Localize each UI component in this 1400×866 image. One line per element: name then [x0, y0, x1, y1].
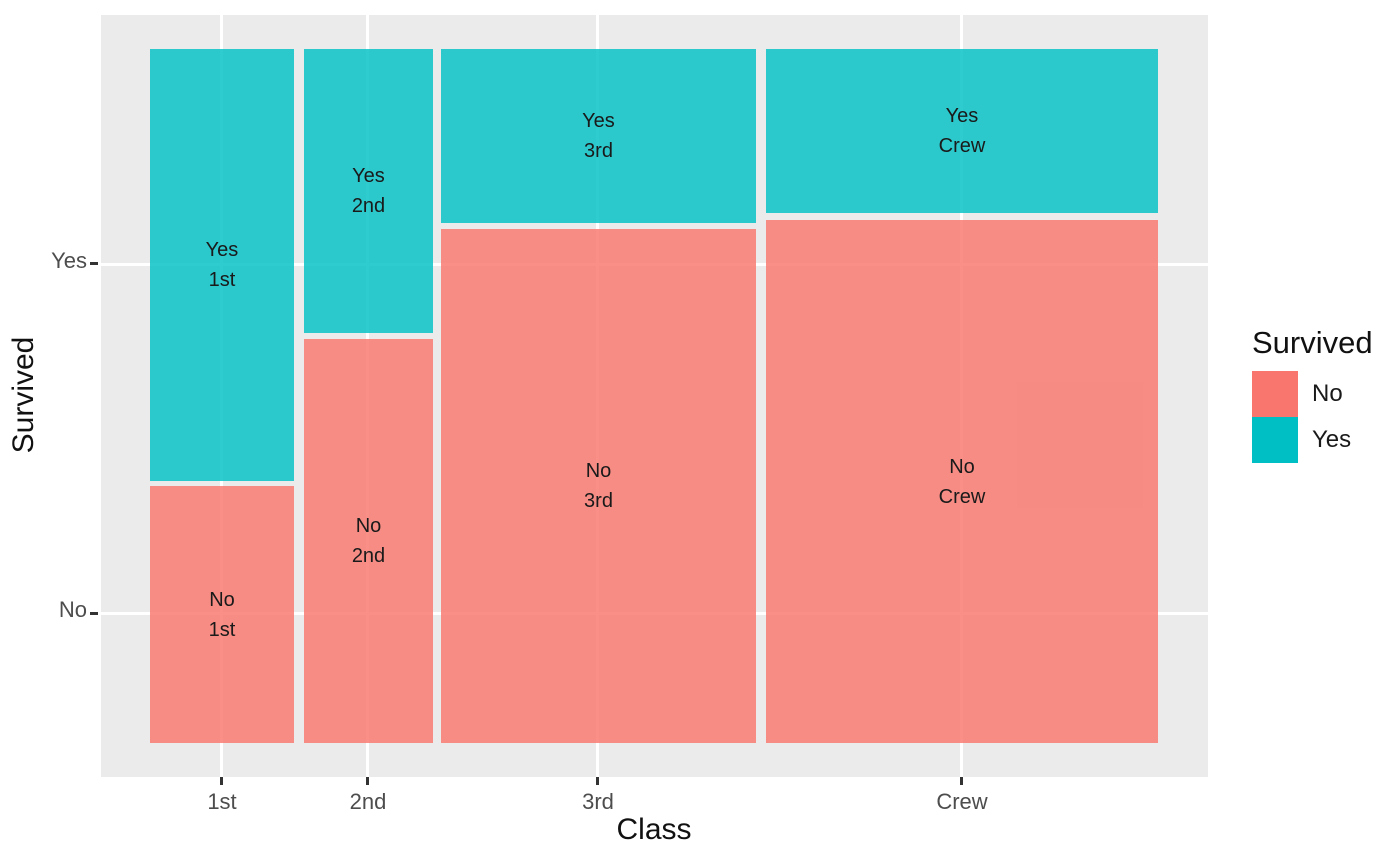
plot-panel: Yes 1st No 1st Yes 2nd No 2nd Yes 3rd No…: [101, 15, 1208, 777]
x-tick-2nd: [366, 777, 369, 785]
cell-label-line2: 2nd: [351, 545, 386, 567]
y-tick-label-no: No: [58, 597, 87, 622]
y-tick-label-yes: Yes: [51, 248, 87, 273]
cell-label-line1: Yes: [945, 105, 979, 127]
cell-label-line1: No: [209, 588, 235, 611]
cell-label-line2: Crew: [938, 135, 986, 157]
x-tick-label-3rd: 3rd: [582, 789, 614, 814]
cell-label-line2: Crew: [938, 485, 986, 508]
mosaic-cell-no-1st: No 1st: [150, 486, 294, 743]
x-tick-3rd: [596, 777, 599, 785]
x-axis-title: Class: [616, 813, 692, 846]
legend-title: Survived: [1252, 325, 1373, 360]
cell-label-line1: No: [355, 515, 382, 537]
x-tick-label-2nd: 2nd: [349, 789, 387, 814]
x-tick-crew: [960, 777, 963, 785]
legend-swatch-yes-icon: [1252, 417, 1298, 463]
cell-label-line2: 2nd: [351, 195, 386, 217]
cell-label-line1: No: [585, 460, 612, 482]
mosaic-cell-no-3rd: No 3rd: [441, 229, 756, 743]
y-axis-title: Survived: [7, 336, 40, 454]
x-tick-label-1st: 1st: [207, 789, 237, 814]
y-tick-no: [90, 612, 98, 615]
x-tick-1st: [220, 777, 223, 785]
y-tick-yes: [90, 262, 98, 265]
cell-label-line2: 1st: [208, 269, 236, 291]
x-tick-label-crew: Crew: [936, 789, 988, 814]
cell-label-line1: Yes: [205, 239, 239, 261]
cell-label-line2: 3rd: [584, 140, 613, 162]
legend-swatch-no-icon: [1252, 371, 1298, 417]
mosaic-cell-yes-1st: Yes 1st: [150, 49, 294, 481]
mosaic-cell-no-crew: No Crew: [766, 220, 1158, 743]
cell-label-line1: Yes: [352, 165, 385, 187]
cell-label-line1: No: [949, 455, 975, 478]
mosaic-cell-no-2nd: No 2nd: [304, 339, 433, 743]
mosaic-cell-yes-3rd: Yes 3rd: [441, 49, 756, 223]
cell-label-line2: 1st: [208, 618, 236, 641]
legend-label-no: No: [1312, 380, 1343, 407]
mosaic-cell-yes-crew: Yes Crew: [766, 49, 1158, 213]
mosaic-cell-yes-2nd: Yes 2nd: [304, 49, 433, 333]
cell-label-line2: 3rd: [584, 490, 613, 512]
legend-label-yes: Yes: [1312, 426, 1352, 453]
cell-label-line1: Yes: [582, 110, 615, 132]
